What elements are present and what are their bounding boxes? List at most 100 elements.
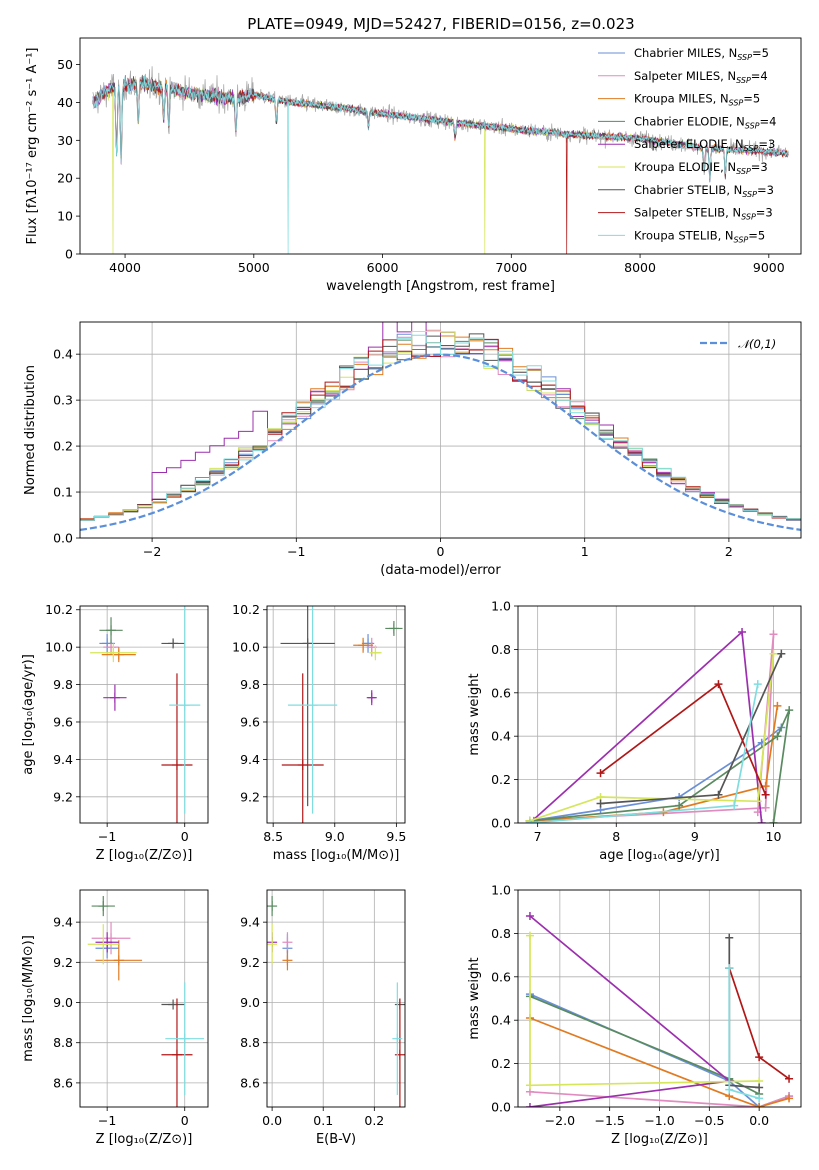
point-age_vs_z-4 [103, 684, 127, 711]
point-age_vs_z-2 [101, 647, 136, 663]
x-tick-label: 9 [691, 829, 699, 844]
y-tick-label: 10 [57, 209, 73, 224]
weight-marker [777, 649, 786, 658]
weight-marker [753, 680, 762, 689]
point-age_vs_mass-8 [287, 606, 338, 814]
x-tick-label: 0 [437, 544, 445, 559]
y-tick-label: 0.8 [491, 642, 511, 657]
weight-marker [525, 819, 534, 823]
x-tick-label: −1.5 [594, 1113, 624, 1128]
y-axis-label: Normed distribution [23, 365, 38, 495]
weight-marker [773, 732, 782, 741]
spectrum-plot [92, 66, 789, 254]
point-age_vs_mass-6 [280, 606, 335, 807]
y-axis-label: Flux [fλ10⁻¹⁷ erg cm⁻² s⁻¹ A⁻¹] [25, 48, 40, 245]
point-age_vs_z-1 [103, 639, 119, 655]
x-tick-label: −2 [143, 544, 161, 559]
y-tick-label: 8.6 [240, 1075, 260, 1090]
weight_vs_age-axes: 7 8 9 10 0.0 0.2 0.4 0.6 0.8 1.0 age [log₁₀(age/yr… [467, 599, 802, 863]
spectrum-legend: Chabrier MILES, NSSP=5 Salpeter MILES, NS… [598, 46, 776, 244]
age_vs_mass-axes: 8.5 9.0 9.5 9.2 9.4 9.6 9.8 10.0 10.2 mass [log₁₀… [232, 602, 406, 863]
point-mass_vs_z-8 [165, 982, 205, 1095]
point-mass_vs_z-7 [161, 998, 193, 1107]
weight-line-8 [728, 968, 760, 1100]
point-age_vs_z-5 [90, 643, 137, 663]
weight-line-4 [529, 630, 763, 823]
weight_vs_z-plot [525, 912, 794, 1107]
age_vs_z-frame [79, 605, 209, 824]
y-tick-label: 9.4 [240, 752, 260, 767]
x-tick-label: 0.1 [313, 1113, 333, 1128]
x-tick-label: 0.2 [364, 1113, 384, 1128]
y-tick-label: 8.8 [53, 1035, 73, 1050]
x-tick-label: −1 [287, 544, 305, 559]
weight_vs_z-frame [517, 889, 802, 1108]
legend-label: Salpeter STELIB, NSSP=3 [634, 206, 773, 222]
weight-marker [725, 1085, 734, 1094]
legend-label: Kroupa ELODIE, NSSP=3 [634, 160, 768, 176]
model-spectrum-8 [92, 75, 789, 254]
point-age_vs_mass-0 [361, 634, 375, 653]
point-age_vs_z-6 [161, 638, 185, 649]
mass_vs_ebv-plot [267, 896, 405, 1107]
weight-marker [755, 1094, 764, 1103]
y-tick-label: 10.2 [232, 602, 260, 617]
y-tick-label: 0.2 [491, 772, 511, 787]
x-tick-label: −1 [98, 829, 116, 844]
x-tick-label: 7 [534, 829, 542, 844]
spectrum-frame [79, 37, 802, 255]
age_vs_mass-frame [266, 605, 406, 824]
weight-marker [753, 797, 762, 806]
age_vs_z-axes: −1 0 9.2 9.4 9.6 9.8 10.0 10.2 Z [log₁₀(Z/Z⊙)] ag… [21, 602, 209, 863]
point-age_vs_mass-5 [369, 645, 382, 661]
y-tick-label: 0.4 [491, 1013, 511, 1028]
y-tick-label: 9.4 [53, 752, 73, 767]
x-tick-label: 8 [612, 829, 620, 844]
point-age_vs_z-0 [99, 634, 115, 653]
y-tick-label: 1.0 [491, 883, 511, 898]
y-tick-label: 0.0 [53, 531, 73, 546]
residuals-plot [80, 322, 801, 531]
point-mass_vs_ebv-2 [282, 950, 293, 971]
x-tick-label: 8.5 [263, 829, 283, 844]
y-tick-label: 50 [57, 57, 73, 72]
y-tick-label: 40 [57, 95, 73, 110]
residuals-frame [79, 321, 802, 539]
weight-line-5 [529, 653, 775, 822]
x-tick-label: −0.5 [694, 1113, 724, 1128]
y-tick-label: 9.2 [240, 789, 260, 804]
normal-curve [80, 353, 801, 531]
model-spectrum-0 [92, 78, 789, 183]
y-tick-label: 20 [57, 171, 73, 186]
weight-marker [785, 1074, 794, 1083]
x-tick-label: 0.0 [262, 1113, 282, 1128]
y-tick-label: 30 [57, 133, 73, 148]
x-tick-label: 10 [766, 829, 782, 844]
y-tick-label: 9.0 [53, 995, 73, 1010]
y-tick-label: 9.4 [53, 915, 73, 930]
y-tick-label: 0 [65, 247, 73, 262]
x-axis-label: Z [log₁₀(Z/Z⊙)] [611, 1132, 708, 1147]
x-tick-label: 6000 [367, 260, 399, 275]
y-tick-label: 9.6 [240, 714, 260, 729]
point-age_vs_z-7 [161, 673, 193, 823]
y-axis-label: age [log₁₀(age/yr)] [21, 654, 36, 775]
weight-marker [785, 1094, 794, 1103]
y-tick-label: 9.2 [53, 789, 73, 804]
x-tick-label: 9.5 [386, 829, 406, 844]
y-tick-label: 9.0 [240, 995, 260, 1010]
weight-marker [525, 1103, 534, 1107]
y-tick-label: 0.6 [491, 685, 511, 700]
weight-marker [757, 819, 766, 823]
point-mass_vs_z-4 [95, 932, 119, 953]
y-axis-label: mass weight [467, 673, 482, 755]
weight-marker [675, 801, 684, 810]
weight-line-2 [533, 705, 779, 822]
y-tick-label: 9.8 [240, 677, 260, 692]
figure-title: PLATE=0949, MJD=52427, FIBERID=0156, z=0… [247, 15, 634, 33]
weight-line-7 [599, 682, 767, 796]
point-mass_vs_ebv-1 [282, 932, 293, 953]
x-axis-label: E(B-V) [316, 1132, 356, 1147]
y-axis-label: mass weight [467, 957, 482, 1039]
